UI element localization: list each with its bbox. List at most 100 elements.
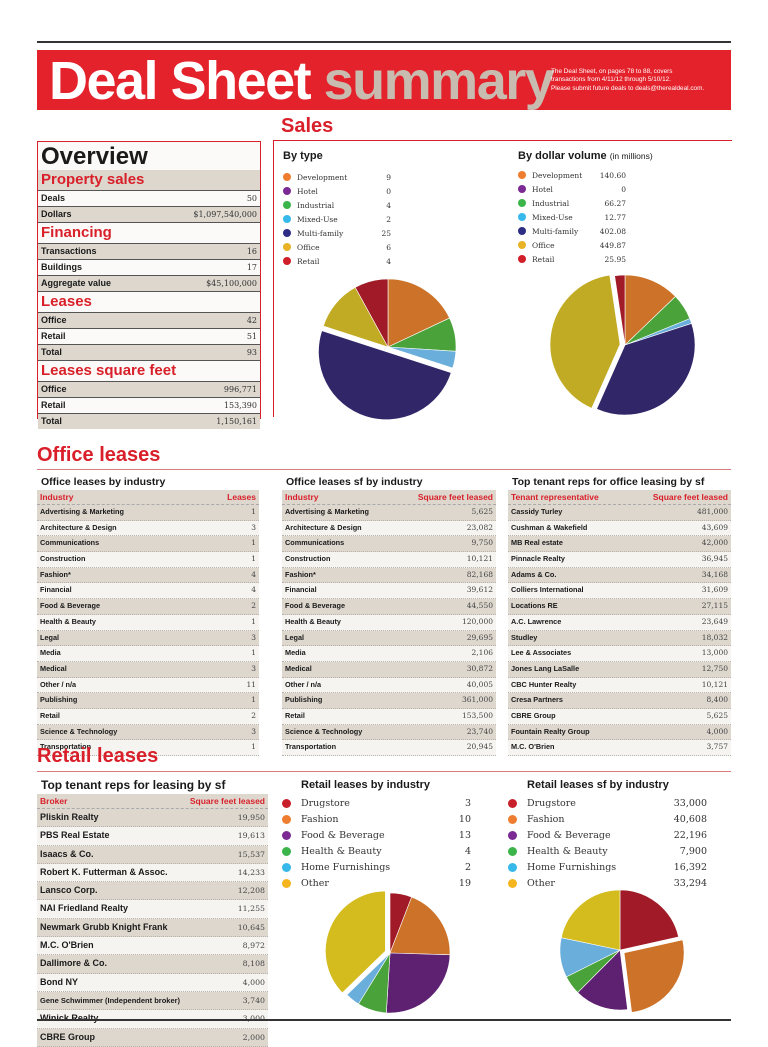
overview-row: Transactions 16 — [38, 243, 260, 259]
legend-dot-icon — [508, 878, 517, 888]
pie-slice — [385, 952, 451, 1014]
table-row: Colliers International 31,609 — [508, 583, 731, 600]
by-dollar-units: (in millions) — [609, 151, 653, 161]
by-dollar-title-text: By dollar volume — [518, 150, 607, 162]
legend-item: Mixed-Use 12.77 — [518, 210, 626, 224]
legend-item: Health & Beauty 4 — [282, 843, 471, 859]
leases-sf-heading: Leases square feet — [38, 360, 260, 381]
legend-item: Home Furnishings 2 — [282, 859, 471, 875]
table-row: Dallimore & Co. 8,108 — [37, 955, 268, 974]
table-row: Cassidy Turley 481,000 — [508, 505, 731, 521]
legend-item: Food & Beverage 22,196 — [508, 827, 707, 843]
office-by-industry-title: Office leases by industry — [41, 476, 166, 488]
table-row: Lansco Corp. 12,208 — [37, 882, 268, 901]
retail-leases-heading: Retail leases — [37, 745, 159, 767]
table-row: A.C. Lawrence 23,649 — [508, 614, 731, 631]
table-row: Publishing 361,000 — [282, 693, 496, 709]
legend-item: Office 6 — [283, 240, 391, 254]
table-row: Communications 9,750 — [282, 536, 496, 553]
overview-row: Retail 153,390 — [38, 397, 260, 413]
table-header: Tenant representative Square feet leased — [508, 490, 731, 505]
table-row: Other / n/a 40,005 — [282, 677, 496, 694]
overview-row: Office 996,771 — [38, 381, 260, 397]
title-summary: summary — [323, 51, 555, 111]
legend-item: Industrial 4 — [283, 198, 391, 212]
overview-row: Aggregate value $45,100,000 — [38, 275, 260, 291]
legend-item: Retail 4 — [283, 254, 391, 268]
by-dollar-title: By dollar volume (in millions) — [518, 150, 653, 162]
pie-slice — [549, 274, 621, 409]
header-note: The Deal Sheet, on pages 78 to 88, cover… — [551, 68, 731, 93]
pie-slice — [325, 890, 386, 994]
table-row: Cushman & Wakefield 43,609 — [508, 520, 731, 537]
table-row: Food & Beverage 2 — [37, 599, 259, 615]
legend-dot-icon — [282, 846, 291, 856]
legend-item: Development 9 — [283, 170, 391, 184]
pie-slice — [577, 949, 628, 1011]
legend-dot-icon — [283, 215, 291, 223]
pie-slice — [619, 889, 679, 951]
overview-row: Total 1,150,161 — [38, 413, 260, 429]
table-row: PBS Real Estate 19,613 — [37, 827, 268, 846]
overview-row: Dollars $1,097,540,000 — [38, 206, 260, 222]
legend-dot-icon — [283, 173, 291, 181]
legend-dot-icon — [518, 255, 526, 263]
table-row: CBRE Group 5,625 — [508, 708, 731, 725]
legend-dot-icon — [283, 229, 291, 237]
table-header: Broker Square feet leased — [37, 794, 268, 809]
table-row: CBC Hunter Realty 10,121 — [508, 677, 731, 694]
table-row: Science & Technology 3 — [37, 724, 259, 741]
table-row: Communications 1 — [37, 536, 259, 553]
table-row: Retail 153,500 — [282, 708, 496, 725]
legend-dot-icon — [508, 830, 517, 840]
overview-title: Overview — [38, 142, 260, 170]
by-dollar-legend: Development 140.60 Hotel 0 Industrial 66.27 Mi… — [518, 168, 626, 266]
table-row: Jones Lang LaSalle 12,750 — [508, 661, 731, 678]
retail-by-industry-pie-chart — [325, 890, 451, 1014]
table-row: Architecture & Design 3 — [37, 520, 259, 537]
top-rule — [37, 41, 731, 43]
overview-row: Retail 51 — [38, 328, 260, 344]
table-row: Isaacs & Co. 15,537 — [37, 845, 268, 864]
legend-item: Multi-family 25 — [283, 226, 391, 240]
table-row: Science & Technology 23,740 — [282, 724, 496, 741]
table-row: M.C. O'Brien 3,757 — [508, 740, 731, 756]
property-sales-heading: Property sales — [38, 170, 260, 190]
table-row: Financial 39,612 — [282, 583, 496, 600]
legend-item: Mixed-Use 2 — [283, 212, 391, 226]
by-type-legend: Development 9 Hotel 0 Industrial 4 Mixed-Use 2 M… — [283, 170, 391, 268]
table-row: Construction 1 — [37, 552, 259, 568]
table-header: Industry Leases — [37, 490, 259, 505]
table-row: Advertising & Marketing 1 — [37, 505, 259, 521]
office-leases-heading: Office leases — [37, 444, 161, 466]
legend-item: Other 33,294 — [508, 875, 707, 891]
legend-dot-icon — [508, 862, 517, 872]
table-row: Cresa Partners 8,400 — [508, 693, 731, 709]
leases-heading: Leases — [38, 291, 260, 312]
pie-slice — [354, 278, 389, 348]
note-line: Please submit future deals to deals@ther… — [551, 84, 705, 92]
pie-slice — [596, 323, 696, 416]
legend-item: Hotel 0 — [518, 182, 626, 196]
header-banner: Deal Sheet summary The Deal Sheet, on pa… — [37, 50, 731, 110]
legend-dot-icon — [518, 199, 526, 207]
table-row: Retail 2 — [37, 708, 259, 725]
retail-sf-by-industry-legend: Drugstore 33,000 Fashion 40,608 Food & Bever… — [508, 795, 707, 891]
legend-dot-icon — [518, 241, 526, 249]
by-dollar-pie-chart — [549, 274, 696, 416]
overview-row: Buildings 17 — [38, 259, 260, 275]
office-tenant-reps-table: Tenant representative Square feet leased … — [508, 490, 731, 756]
legend-dot-icon — [282, 862, 291, 872]
financing-heading: Financing — [38, 222, 260, 243]
retail-by-industry-legend: Drugstore 3 Fashion 10 Food & Beverage 13 Heal… — [282, 795, 471, 891]
office-sf-by-industry-table: Industry Square feet leased Advertising &… — [282, 490, 496, 756]
legend-item: Drugstore 3 — [282, 795, 471, 811]
table-row: Lee & Associates 13,000 — [508, 646, 731, 662]
table-row: Health & Beauty 1 — [37, 614, 259, 631]
legend-dot-icon — [282, 878, 291, 888]
by-type-title: By type — [283, 150, 323, 162]
legend-dot-icon — [518, 185, 526, 193]
legend-item: Health & Beauty 7,900 — [508, 843, 707, 859]
table-row: M.C. O'Brien 8,972 — [37, 937, 268, 956]
legend-item: Other 19 — [282, 875, 471, 891]
